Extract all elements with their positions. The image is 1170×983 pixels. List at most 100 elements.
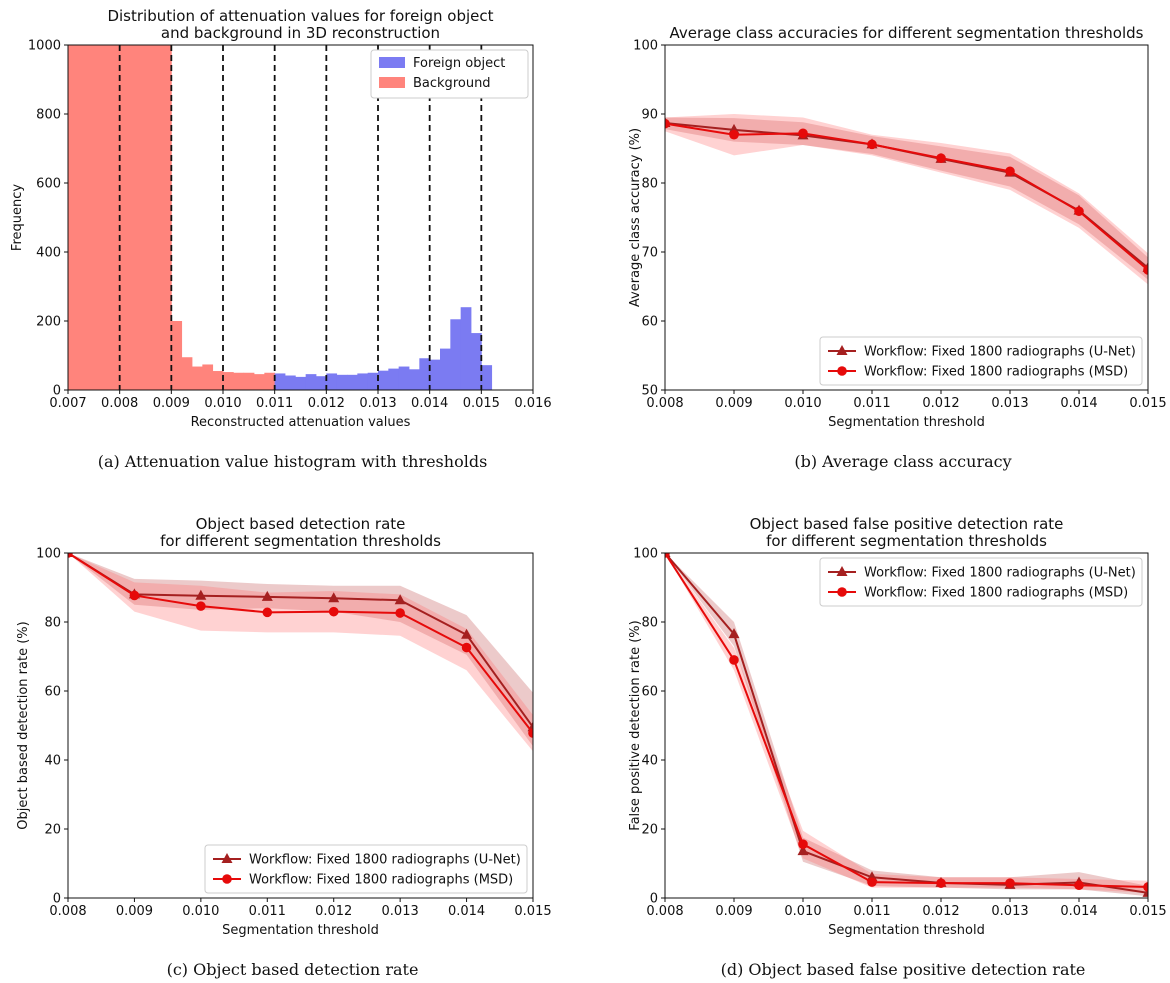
x-tick-label-a-9: 0.016 — [514, 396, 551, 411]
chart-title-b: Average class accuracies for different s… — [670, 24, 1144, 42]
series-line-c-0 — [68, 553, 533, 728]
marker-d-1-6 — [1074, 880, 1084, 891]
marker-c-0-4 — [328, 592, 340, 603]
x-tick-label-a-7: 0.014 — [411, 396, 448, 411]
confidence-band-d-1 — [665, 553, 1148, 893]
marker-d-1-4 — [936, 878, 946, 888]
marker-c-1-3 — [262, 607, 273, 618]
y-tick-label-b-5: 100 — [633, 39, 658, 54]
chart-title-a-line1: Distribution of attenuation values for f… — [107, 7, 493, 25]
legend-marker-b-0 — [836, 345, 848, 355]
confidence-band-b-1 — [665, 114, 1148, 285]
legend-d — [819, 557, 1143, 607]
legend-a — [370, 49, 529, 99]
y-axis-label-a: Frequency — [10, 184, 25, 251]
x-tick-label-c-6: 0.014 — [448, 904, 485, 919]
marker-b-1-4 — [936, 153, 946, 163]
series-line-b-1 — [665, 122, 1148, 271]
marker-d-1-0 — [665, 553, 670, 558]
x-tick-label-a-1: 0.008 — [101, 396, 138, 411]
confidence-band-b-0 — [665, 117, 1148, 280]
legend-marker-c-0 — [221, 853, 233, 863]
y-tick-label-d-1: 20 — [641, 823, 658, 838]
y-tick-label-a-5: 1000 — [28, 39, 61, 54]
x-tick-label-c-1: 0.009 — [116, 904, 153, 919]
y-tick-label-d-3: 60 — [641, 685, 658, 700]
series-line-d-0 — [665, 553, 1148, 894]
marker-c-0-5 — [394, 594, 406, 605]
hist-bar-foreign-object-16 — [440, 348, 451, 390]
marker-c-1-5 — [395, 608, 405, 618]
plot-frame-c — [67, 552, 534, 899]
x-tick-label-d-1: 0.009 — [715, 904, 752, 919]
chart-title-d-line1: Object based false positive detection ra… — [750, 515, 1064, 533]
hist-bar-foreign-object-11 — [388, 368, 400, 390]
hist-bar-background-9 — [161, 45, 172, 390]
hist-bar-background-19 — [264, 372, 276, 390]
hist-bar-foreign-object-7 — [347, 374, 358, 390]
y-tick-label-c-2: 40 — [44, 754, 61, 769]
hist-bar-background-7 — [140, 45, 152, 390]
legend-marker-d-0 — [836, 566, 848, 576]
x-tick-label-a-2: 0.009 — [153, 396, 190, 411]
x-tick-label-b-1: 0.009 — [715, 396, 752, 411]
hist-bar-foreign-object-10 — [378, 370, 389, 390]
marker-b-1-7 — [1143, 265, 1148, 275]
legend-marker-d-1 — [837, 587, 847, 597]
legend-label-d-0: Workflow: Fixed 1800 radiographs (U-Net) — [864, 566, 1136, 581]
x-tick-label-d-2: 0.010 — [784, 904, 821, 919]
marker-b-1-2 — [798, 128, 808, 139]
hist-bar-foreign-object-2 — [295, 376, 307, 390]
hist-bar-foreign-object-0 — [274, 373, 286, 390]
plot-frame-d — [664, 552, 1149, 899]
marker-b-1-1 — [729, 129, 739, 140]
y-tick-label-a-4: 800 — [36, 108, 61, 123]
legend-label-d-1: Workflow: Fixed 1800 radiographs (MSD) — [864, 586, 1128, 601]
marker-b-1-0 — [665, 118, 670, 129]
marker-c-0-6 — [461, 628, 473, 639]
plot-area-c — [68, 553, 533, 752]
marker-d-0-1 — [728, 628, 740, 639]
chart-title-c-line2: for different segmentation thresholds — [160, 532, 441, 550]
hist-bar-foreign-object-15 — [429, 359, 441, 390]
y-tick-label-a-0: 0 — [53, 384, 61, 399]
hist-bar-foreign-object-12 — [398, 366, 410, 390]
hist-bar-foreign-object-1 — [285, 375, 296, 390]
hist-bar-background-6 — [130, 45, 141, 390]
marker-d-1-2 — [798, 839, 808, 849]
hist-bar-foreign-object-13 — [409, 369, 420, 390]
y-axis-label-b: Average class accuracy (%) — [628, 128, 643, 307]
hist-bar-background-12 — [192, 366, 203, 390]
x-tick-label-b-6: 0.014 — [1060, 396, 1097, 411]
marker-d-1-5 — [1005, 878, 1015, 888]
hist-bar-foreign-object-6 — [336, 374, 348, 390]
y-tick-label-a-2: 400 — [36, 246, 61, 261]
x-tick-label-a-4: 0.011 — [256, 396, 293, 411]
x-tick-label-c-2: 0.010 — [182, 904, 219, 919]
x-tick-label-c-0: 0.008 — [49, 904, 86, 919]
hist-bar-foreign-object-18 — [460, 307, 472, 390]
x-tick-label-d-7: 0.015 — [1129, 904, 1166, 919]
x-tick-label-b-5: 0.013 — [991, 396, 1028, 411]
y-tick-label-c-0: 0 — [53, 892, 61, 907]
confidence-band-d-0 — [665, 553, 1148, 897]
y-tick-label-b-2: 70 — [641, 246, 658, 261]
y-tick-label-b-4: 90 — [641, 108, 658, 123]
hist-bar-background-16 — [233, 372, 245, 390]
x-tick-label-c-4: 0.012 — [315, 904, 352, 919]
y-tick-label-d-2: 40 — [641, 754, 658, 769]
hist-bar-background-1 — [78, 45, 90, 390]
marker-c-1-6 — [461, 642, 472, 653]
legend-label-b-0: Workflow: Fixed 1800 radiographs (U-Net) — [864, 345, 1136, 360]
marker-d-1-1 — [729, 655, 739, 665]
hist-bar-background-18 — [254, 374, 265, 390]
x-tick-label-b-0: 0.008 — [646, 396, 683, 411]
plot-frame-a — [67, 44, 534, 391]
confidence-band-c-0 — [68, 553, 533, 747]
y-tick-label-a-3: 600 — [36, 177, 61, 192]
y-tick-label-b-0: 50 — [641, 384, 658, 399]
hist-bar-background-11 — [181, 357, 193, 390]
legend-label-c-0: Workflow: Fixed 1800 radiographs (U-Net) — [249, 853, 521, 868]
caption-a: (a) Attenuation value histogram with thr… — [97, 452, 488, 471]
hist-bar-foreign-object-8 — [357, 373, 369, 390]
